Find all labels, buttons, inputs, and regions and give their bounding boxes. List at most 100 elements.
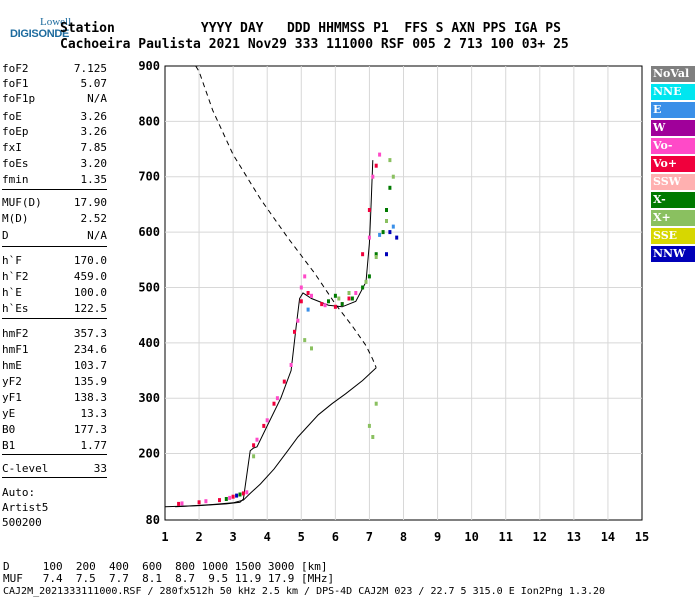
param-value-3: 3.26 [80,110,108,123]
echo-point-x- [347,291,351,295]
legend-item-noval: NoVal [651,66,695,82]
param-value-21: 177.3 [73,423,107,436]
x-tick-label: 9 [434,530,441,544]
legend-item-vo-: Vo+ [651,156,695,172]
param-value-12: 459.0 [73,270,107,283]
echo-point-vo- [320,302,324,307]
echo-point-vo- [347,296,351,301]
echo-point-x- [391,174,395,179]
param-name-10: D [2,229,9,242]
echo-point-vo- [371,174,375,179]
echo-point-x- [371,435,375,439]
legend-item-w: W [651,120,695,136]
x-tick-label: 10 [464,530,478,544]
param-name-21: B0 [2,423,16,436]
param-name-11: h`F [2,254,22,267]
x-tick-label: 15 [635,530,649,544]
auto-code: 500200 [2,516,42,529]
logo-top-text: Lowell [40,16,72,28]
legend-item-vo-: Vo- [651,138,695,154]
echo-point-x- [238,492,242,497]
param-name-23: C-level [2,462,49,475]
param-name-20: yE [2,407,16,420]
trace-ionogram-trace [164,160,374,508]
param-separator [2,477,107,478]
muf-row: MUF 7.4 7.5 7.7 8.1 8.7 9.5 11.9 17.9 [M… [3,572,335,585]
echo-point-vo- [228,495,232,500]
echo-point-x- [333,293,337,298]
y-tick-label: 600 [138,225,160,239]
legend-item-nnw: NNW [651,246,695,262]
y-tick-label: 900 [138,59,160,73]
echo-point-x- [385,208,388,212]
y-tick-label: 800 [138,114,160,128]
param-value-23: 33 [93,462,107,475]
echo-point-x- [350,296,354,301]
legend-item-sse: SSE [651,228,695,244]
file-info: CAJ2M_2021333111000.RSF / 280fx512h 50 k… [3,586,606,597]
echo-point-vo- [218,498,221,503]
param-name-5: fxI [2,141,22,154]
echo-point-e [391,224,395,229]
param-name-1: foF1 [2,77,29,90]
echo-point-vo- [333,304,337,309]
param-name-6: foEs [2,157,29,170]
echo-point-vo- [272,401,276,406]
param-separator [2,318,107,319]
param-value-11: 170.0 [73,254,107,267]
param-value-6: 3.20 [80,157,108,170]
param-value-20: 13.3 [80,407,108,420]
x-tick-label: 14 [601,530,615,544]
echo-point-nnw [235,493,239,498]
x-tick-label: 7 [366,530,373,544]
x-tick-label: 2 [195,530,202,544]
param-value-22: 1.77 [80,439,108,452]
echo-point-e [378,232,382,237]
digisonde-logo: Lowell DIGISONDE [2,4,71,40]
auto-method: Artist5 [2,501,49,514]
param-value-7: 1.35 [80,173,108,186]
param-value-18: 135.9 [73,375,107,388]
param-separator [2,454,107,455]
x-tick-label: 3 [230,530,237,544]
param-name-13: h`E [2,286,22,299]
header-line-2: Cachoeira Paulista 2021 Nov29 333 111000… [60,37,569,52]
echo-point-vo- [361,252,365,257]
echo-point-x- [327,299,330,304]
param-value-17: 103.7 [73,359,107,372]
echo-point-x- [388,158,392,163]
echo-point-x- [303,338,307,343]
echo-point-x- [374,252,378,257]
echo-point-x- [361,285,365,290]
echo-point-vo- [323,303,327,308]
param-name-15: hmF2 [2,327,29,340]
y-tick-label: 80 [146,513,160,527]
echo-point-x- [367,423,371,428]
y-tick-label: 500 [138,280,160,294]
legend-item-x-: X+ [651,210,695,226]
echo-point-vo- [177,501,181,506]
echo-point-vo- [241,491,245,496]
echo-point-x- [367,274,371,279]
param-name-0: foF2 [2,62,29,75]
y-tick-label: 700 [138,170,160,184]
echo-point-vo- [306,291,310,295]
param-value-8: 17.90 [73,196,107,209]
legend-item-ssw: SSW [651,174,695,190]
echo-point-vo- [282,379,286,384]
param-name-17: hmE [2,359,22,372]
echo-point-nnw [395,235,399,240]
logo-bottom-text: DIGISONDE [10,28,70,40]
param-name-3: foE [2,110,22,123]
param-name-9: M(D) [2,212,29,225]
echo-point-vo- [262,423,266,428]
echo-point-vo- [231,494,235,499]
echo-point-x- [364,279,368,284]
param-value-13: 100.0 [73,286,107,299]
echo-point-x- [385,219,388,223]
param-value-15: 357.3 [73,327,107,340]
y-tick-label: 400 [138,336,160,350]
param-value-9: 2.52 [80,212,108,225]
param-name-2: foF1p [2,92,36,105]
